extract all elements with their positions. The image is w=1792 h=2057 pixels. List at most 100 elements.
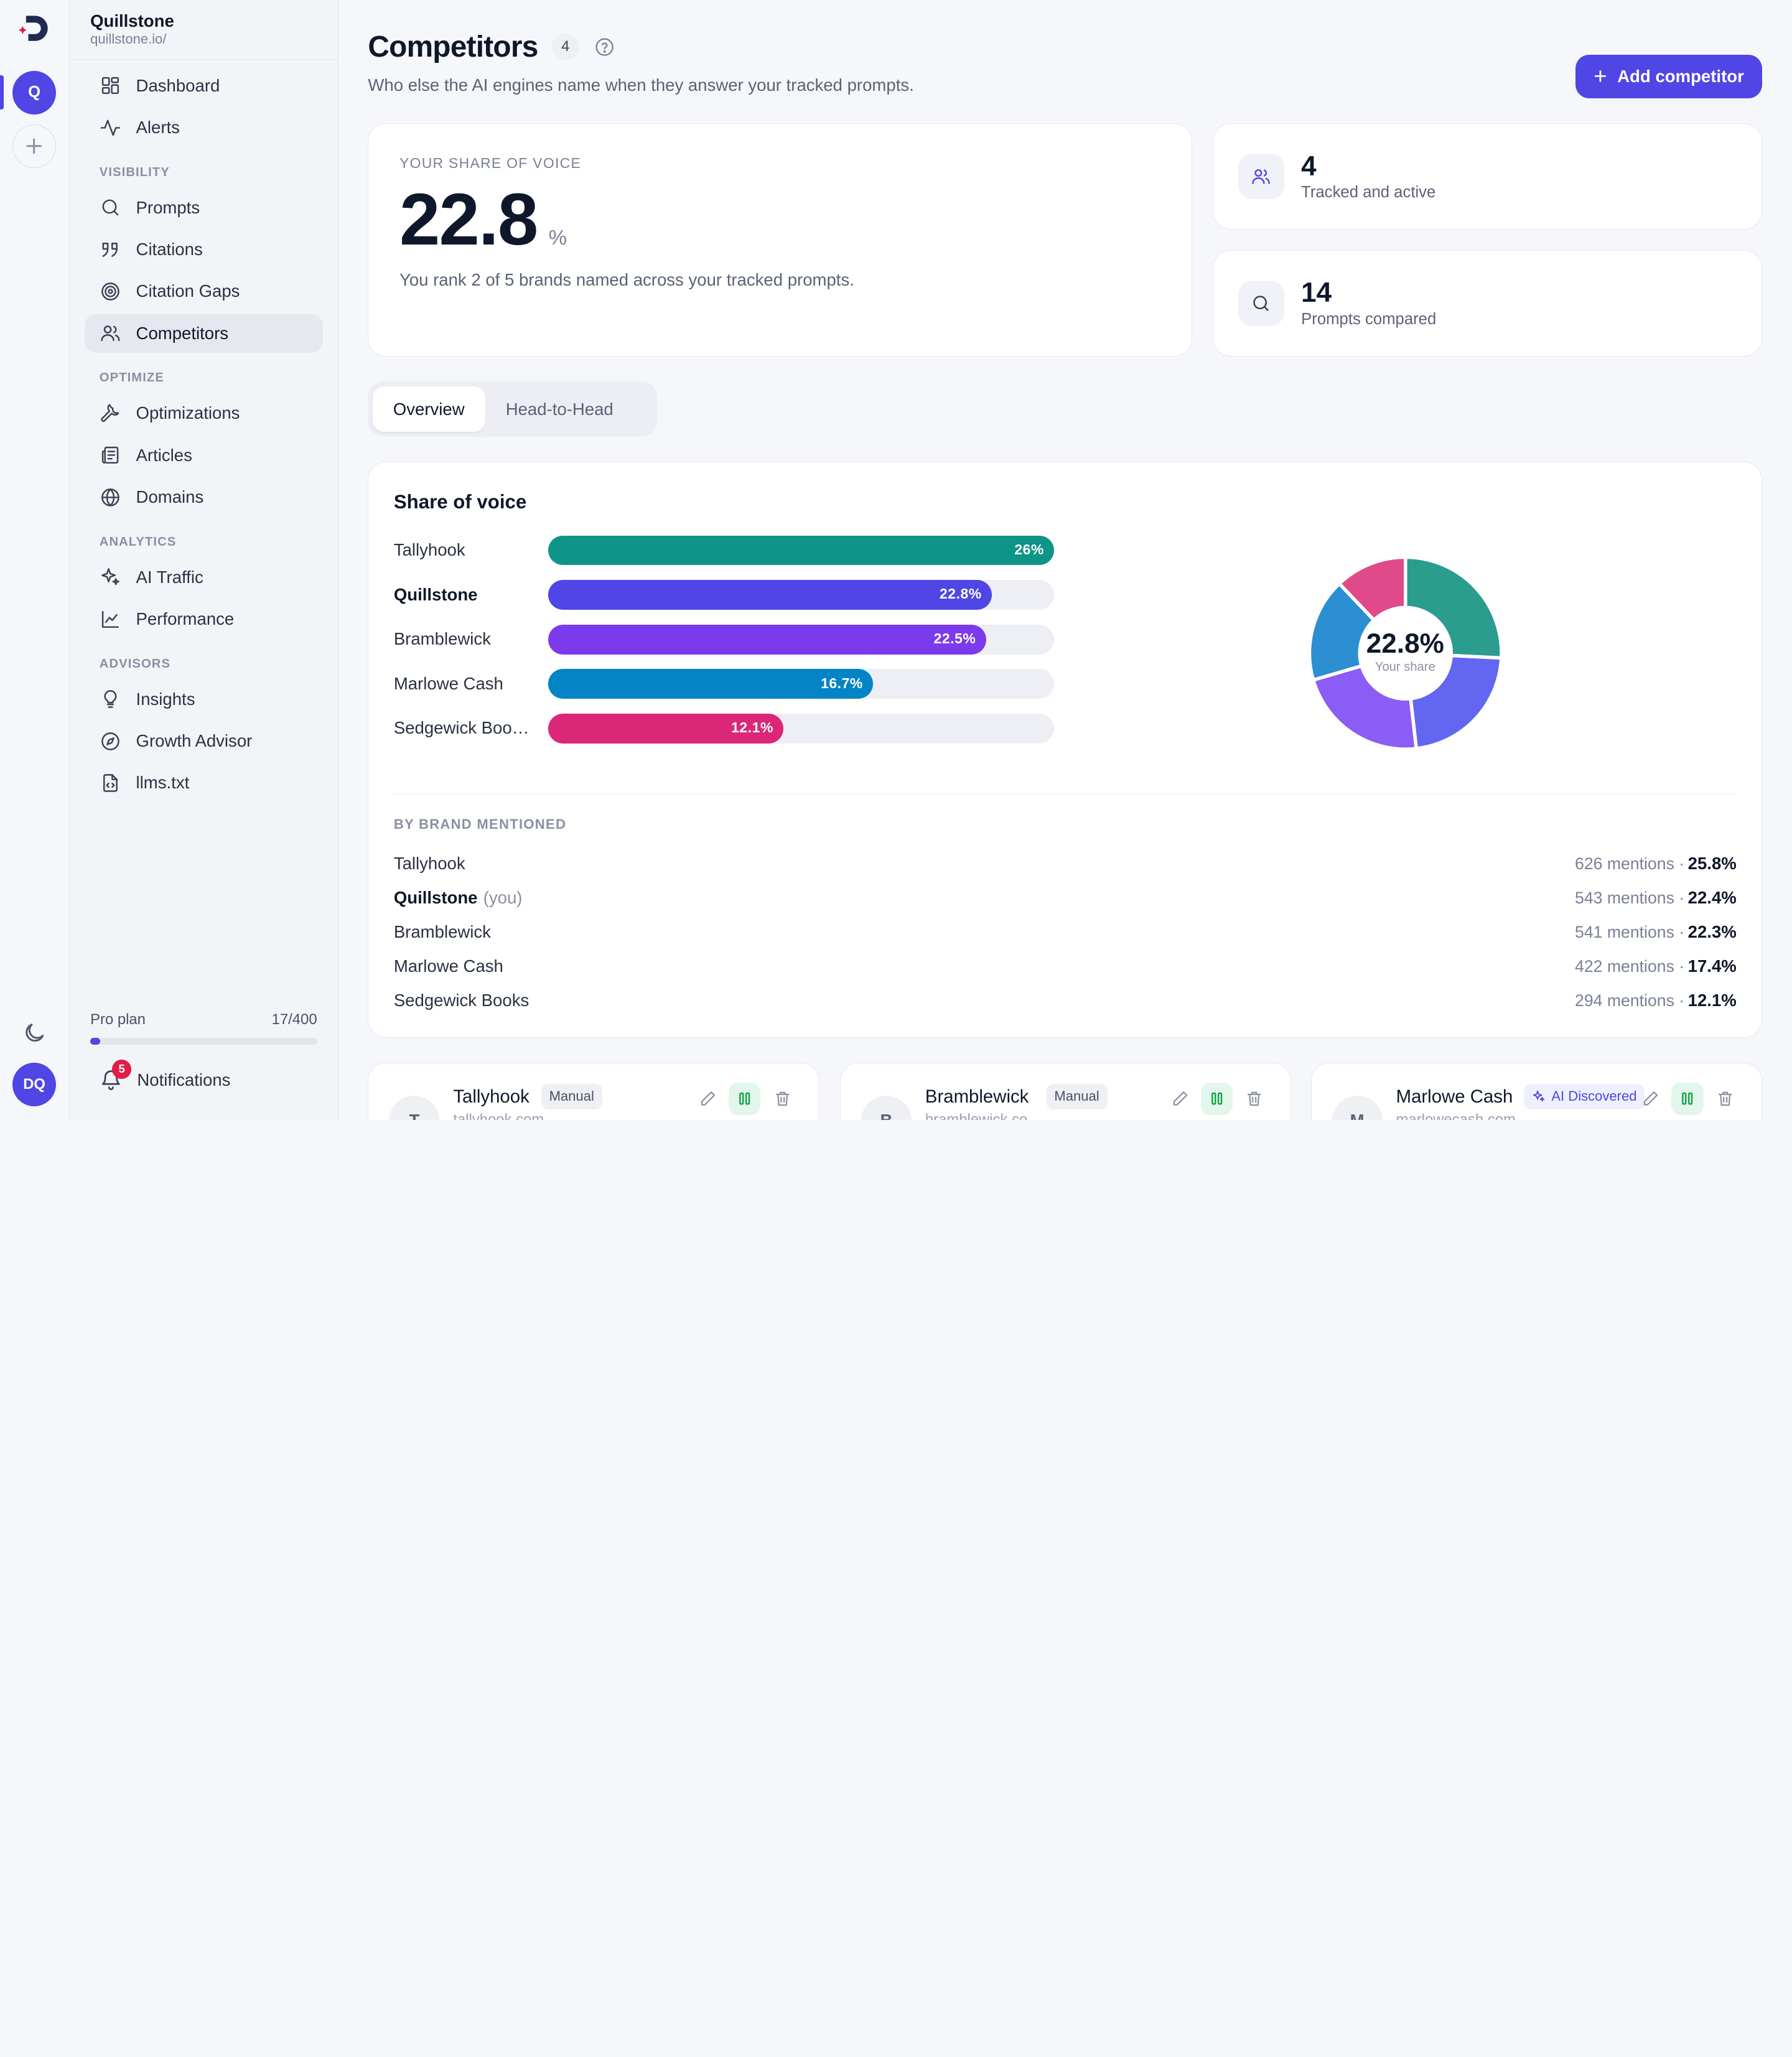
competitor-avatar: T xyxy=(389,1095,440,1120)
sidebar-section-visibility: VISIBILITY xyxy=(99,165,170,179)
sparkles-icon xyxy=(101,568,119,585)
moon-icon[interactable] xyxy=(22,1020,47,1045)
workspace-url: quillstone.io/ xyxy=(90,30,167,47)
competitor-count-badge: 4 xyxy=(551,33,579,61)
dashboard-icon xyxy=(101,77,119,95)
edit-competitor-button[interactable] xyxy=(1635,1083,1666,1114)
donut-center-label: Your share xyxy=(1374,660,1435,674)
pause-competitor-button[interactable] xyxy=(728,1083,761,1115)
plan-label: Pro plan xyxy=(90,1011,146,1028)
sidebar-item-competitors[interactable]: Competitors xyxy=(84,314,323,353)
sidebar-item-label: Performance xyxy=(136,609,235,629)
bar-value-label: 12.1% xyxy=(731,719,773,736)
donut-center: 22.8% Your share xyxy=(1306,628,1505,674)
pause-competitor-button[interactable] xyxy=(1200,1083,1233,1115)
sidebar-item-citations[interactable]: Citations xyxy=(85,230,323,269)
edit-competitor-button[interactable] xyxy=(1164,1083,1196,1114)
brand-mention-row: Tallyhook 626 mentions · 25.8% xyxy=(394,846,1737,880)
sidebar-item-growth-advisor[interactable]: Growth Advisor xyxy=(85,722,323,760)
sidebar-section-analytics: ANALYTICS xyxy=(99,534,177,549)
sidebar-item-ai-traffic[interactable]: AI Traffic xyxy=(85,557,323,596)
workspace-name: Quillstone xyxy=(90,11,174,31)
pause-competitor-button[interactable] xyxy=(1671,1083,1704,1115)
delete-competitor-button[interactable] xyxy=(1238,1083,1270,1114)
app-root: Q DQ Quillstone quillstone.io/ Dashboard… xyxy=(0,0,1763,1120)
mention-count: 541 mentions · xyxy=(1575,922,1685,941)
sidebar-item-alerts[interactable]: Alerts xyxy=(85,108,323,147)
mention-share: 12.1% xyxy=(1687,991,1737,1010)
prompts-compared-count: 14 xyxy=(1301,278,1332,309)
sidebar-item-domains[interactable]: Domains xyxy=(85,478,323,516)
active-workspace-indicator xyxy=(0,75,4,110)
sidebar-item-prompts[interactable]: Prompts xyxy=(85,188,323,226)
edit-competitor-button[interactable] xyxy=(692,1083,724,1114)
brand-mention-row: Marlowe Cash 422 mentions · 17.4% xyxy=(394,949,1737,983)
competitor-domain: tallyhook.com xyxy=(453,1111,544,1120)
workspace-header[interactable]: Quillstone quillstone.io/ xyxy=(70,0,338,60)
bar-row: Sedgewick Boo… 12.1% xyxy=(394,714,1057,744)
competitor-name: Marlowe Cash xyxy=(1396,1086,1513,1107)
sidebar-item-label: Alerts xyxy=(136,118,180,138)
user-avatar[interactable]: DQ xyxy=(12,1063,56,1106)
sidebar-item-label: llms.txt xyxy=(136,773,190,793)
lightbulb-icon xyxy=(104,690,117,708)
bar-label: Bramblewick xyxy=(393,629,491,649)
delete-competitor-button[interactable] xyxy=(1709,1083,1741,1114)
bar: 22.8% xyxy=(548,580,992,610)
add-workspace-button[interactable] xyxy=(12,124,56,168)
share-of-voice-label: YOUR SHARE OF VOICE xyxy=(399,154,582,171)
sidebar: Quillstone quillstone.io/ Dashboard Alert… xyxy=(70,0,338,1120)
search-icon xyxy=(1238,280,1284,327)
bar-track: 22.5% xyxy=(548,624,1055,655)
tab-overview[interactable]: Overview xyxy=(372,386,485,432)
tab-head-to-head[interactable]: Head-to-Head xyxy=(505,399,614,419)
plan-usage-count: 17/400 xyxy=(271,1011,317,1028)
sidebar-item-label: Citations xyxy=(136,240,203,259)
bar-row: Tallyhook 26% xyxy=(394,535,1057,566)
bar-value-label: 26% xyxy=(1014,541,1044,557)
divider xyxy=(393,793,1737,795)
sidebar-item-citation-gaps[interactable]: Citation Gaps xyxy=(85,272,323,310)
sidebar-item-insights[interactable]: Insights xyxy=(85,679,323,718)
target-icon xyxy=(101,282,119,301)
help-circle-icon[interactable] xyxy=(595,37,614,57)
plan-progress-fill xyxy=(90,1038,100,1045)
sidebar-item-performance[interactable]: Performance xyxy=(85,600,323,638)
competitor-avatar: M xyxy=(1332,1095,1383,1120)
bar-label: Sedgewick Boo… xyxy=(393,718,530,738)
competitor-card-bramblewick[interactable]: B Bramblewick bramblewick.co Manual xyxy=(839,1063,1292,1120)
share-of-voice-description: You rank 2 of 5 brands named across your… xyxy=(399,269,854,289)
bar: 12.1% xyxy=(548,714,784,744)
logo-icon[interactable] xyxy=(18,11,52,45)
sidebar-item-label: Citation Gaps xyxy=(136,281,240,301)
tracked-label: Tracked and active xyxy=(1301,183,1436,201)
compass-icon xyxy=(101,732,119,750)
activity-icon xyxy=(100,119,121,136)
pause-icon xyxy=(1211,1093,1222,1105)
workspace-avatar[interactable]: Q xyxy=(12,70,56,114)
sidebar-item-articles[interactable]: Articles xyxy=(85,436,323,475)
prompts-compared-label: Prompts compared xyxy=(1301,310,1437,328)
brand-name: Bramblewick xyxy=(393,921,491,941)
competitor-tag-label: AI Discovered xyxy=(1551,1088,1637,1104)
tracked-competitors-card: 4 Tracked and active xyxy=(1212,123,1763,230)
chart-title: Share of voice xyxy=(393,490,527,513)
share-of-voice-chart-card: Share of voice Tallyhook 26% Quillstone 22.… xyxy=(368,462,1763,1038)
sidebar-item-llms-txt[interactable]: llms.txt xyxy=(85,763,323,802)
newspaper-icon xyxy=(101,447,119,464)
bar: 16.7% xyxy=(548,669,874,699)
mention-share: 22.3% xyxy=(1687,921,1737,941)
delete-competitor-button[interactable] xyxy=(767,1083,798,1114)
sidebar-item-dashboard[interactable]: Dashboard xyxy=(85,67,323,105)
competitor-card-marlowe-cash[interactable]: M Marlowe Cash marlowecash.com AI Discovere… xyxy=(1310,1063,1763,1120)
donut-slice-tallyhook xyxy=(1403,555,1503,660)
share-of-voice-card: YOUR SHARE OF VOICE 22.8 % You rank 2 of… xyxy=(368,123,1192,357)
competitor-card-tallyhook[interactable]: T Tallyhook tallyhook.com Manual xyxy=(368,1063,819,1120)
page-title-row: Competitors 4 xyxy=(368,30,614,64)
share-bar-chart: Tallyhook 26% Quillstone 22.8% Bramblewick 22… xyxy=(393,535,1057,758)
donut-center-value: 22.8% xyxy=(1366,628,1444,660)
sidebar-item-optimizations[interactable]: Optimizations xyxy=(85,394,323,432)
notifications-button[interactable]: 5 Notifications xyxy=(100,1059,230,1091)
users-icon xyxy=(1238,154,1284,200)
add-competitor-button[interactable]: + Add competitor xyxy=(1575,55,1763,98)
